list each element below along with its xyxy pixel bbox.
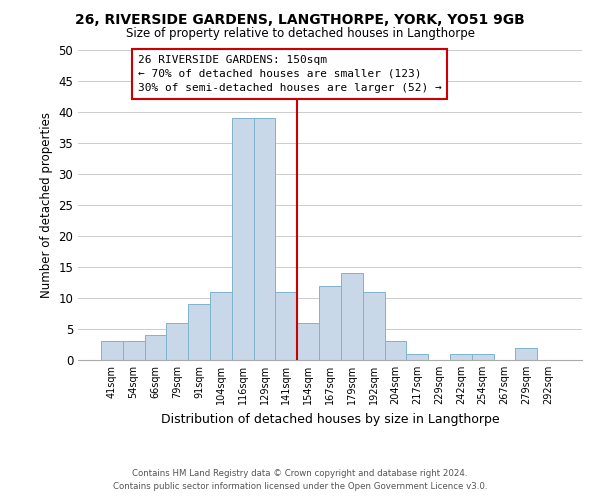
Bar — [275, 292, 297, 360]
Bar — [515, 348, 537, 360]
Bar — [472, 354, 494, 360]
Bar — [341, 273, 363, 360]
Bar — [188, 304, 210, 360]
Y-axis label: Number of detached properties: Number of detached properties — [40, 112, 53, 298]
Text: 26, RIVERSIDE GARDENS, LANGTHORPE, YORK, YO51 9GB: 26, RIVERSIDE GARDENS, LANGTHORPE, YORK,… — [75, 12, 525, 26]
Bar — [385, 342, 406, 360]
Bar — [297, 323, 319, 360]
Bar — [254, 118, 275, 360]
Bar — [166, 323, 188, 360]
Bar — [210, 292, 232, 360]
Bar — [319, 286, 341, 360]
Bar — [145, 335, 166, 360]
X-axis label: Distribution of detached houses by size in Langthorpe: Distribution of detached houses by size … — [161, 412, 499, 426]
Text: 26 RIVERSIDE GARDENS: 150sqm
← 70% of detached houses are smaller (123)
30% of s: 26 RIVERSIDE GARDENS: 150sqm ← 70% of de… — [138, 55, 442, 93]
Bar — [363, 292, 385, 360]
Bar — [450, 354, 472, 360]
Bar — [101, 342, 123, 360]
Bar — [232, 118, 254, 360]
Bar — [406, 354, 428, 360]
Text: Contains HM Land Registry data © Crown copyright and database right 2024.
Contai: Contains HM Land Registry data © Crown c… — [113, 470, 487, 491]
Bar — [123, 342, 145, 360]
Text: Size of property relative to detached houses in Langthorpe: Size of property relative to detached ho… — [125, 28, 475, 40]
